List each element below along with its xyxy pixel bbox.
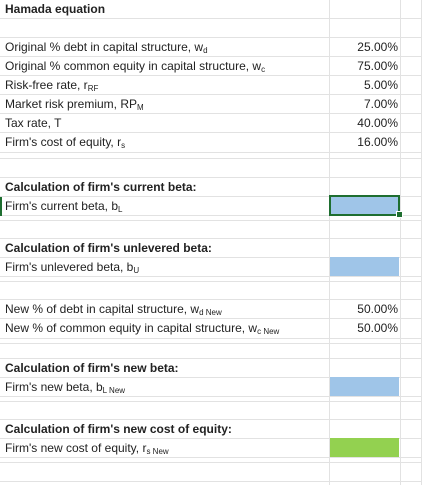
- row-divider: [0, 56, 422, 57]
- row-divider: [0, 132, 422, 133]
- market-risk-premium-value[interactable]: 7.00%: [363, 97, 398, 111]
- row-divider: [0, 401, 422, 402]
- new-cost-label[interactable]: Firm's new cost of equity, rs New: [5, 441, 169, 456]
- new-beta-input-cell[interactable]: [330, 377, 399, 396]
- row-divider: [0, 462, 422, 463]
- debt-weight-label[interactable]: Original % debt in capital structure, wd: [5, 40, 208, 55]
- row-divider: [0, 75, 422, 76]
- row-divider: [0, 318, 422, 319]
- row-divider: [0, 37, 422, 38]
- row-divider: [0, 396, 422, 397]
- row-divider: [0, 481, 422, 482]
- row-divider: [0, 377, 422, 378]
- current-beta-heading[interactable]: Calculation of firm's current beta:: [5, 180, 197, 194]
- tax-rate-label[interactable]: Tax rate, T: [5, 116, 62, 130]
- row-divider: [0, 152, 422, 153]
- equity-weight-label[interactable]: Original % common equity in capital stru…: [5, 59, 266, 74]
- current-beta-input-cell[interactable]: [329, 195, 400, 216]
- fill-handle[interactable]: [396, 211, 403, 218]
- row-divider: [0, 276, 422, 277]
- new-beta-label[interactable]: Firm's new beta, bL New: [5, 380, 126, 395]
- new-debt-weight-value[interactable]: 50.00%: [357, 302, 398, 316]
- new-cost-input-cell[interactable]: [330, 438, 399, 457]
- unlevered-beta-heading[interactable]: Calculation of firm's unlevered beta:: [5, 241, 212, 255]
- row-divider: [0, 257, 422, 258]
- row-divider: [0, 358, 422, 359]
- cost-of-equity-label[interactable]: Firm's cost of equity, rs: [5, 135, 126, 150]
- new-debt-weight-label[interactable]: New % of debt in capital structure, wd N…: [5, 302, 222, 317]
- cost-of-equity-value[interactable]: 16.00%: [357, 135, 398, 149]
- row-divider: [0, 419, 422, 420]
- unlevered-beta-input-cell[interactable]: [330, 257, 399, 276]
- market-risk-premium-label[interactable]: Market risk premium, RPM: [5, 97, 144, 112]
- row-divider: [0, 343, 422, 344]
- row-divider: [0, 299, 422, 300]
- row-marker: [0, 197, 2, 216]
- row-divider: [0, 457, 422, 458]
- risk-free-rate-value[interactable]: 5.00%: [363, 78, 398, 92]
- column-divider: [329, 0, 330, 485]
- row-divider: [0, 438, 422, 439]
- sheet-title[interactable]: Hamada equation: [5, 2, 106, 16]
- row-divider: [0, 94, 422, 95]
- row-divider: [0, 281, 422, 282]
- equity-weight-value[interactable]: 75.00%: [357, 59, 398, 73]
- row-divider: [0, 18, 422, 19]
- row-divider: [0, 215, 422, 216]
- tax-rate-value[interactable]: 40.00%: [357, 116, 398, 130]
- row-divider: [0, 196, 422, 197]
- new-beta-heading[interactable]: Calculation of firm's new beta:: [5, 361, 179, 375]
- row-divider: [0, 158, 422, 159]
- current-beta-label[interactable]: Firm's current beta, bL: [5, 199, 123, 214]
- row-divider: [0, 113, 422, 114]
- row-divider: [0, 338, 422, 339]
- new-cost-heading[interactable]: Calculation of firm's new cost of equity…: [5, 422, 232, 436]
- new-equity-weight-value[interactable]: 50.00%: [357, 321, 398, 335]
- unlevered-beta-label[interactable]: Firm's unlevered beta, bU: [5, 260, 140, 275]
- row-divider: [0, 238, 422, 239]
- new-equity-weight-label[interactable]: New % of common equity in capital struct…: [5, 321, 280, 336]
- debt-weight-value[interactable]: 25.00%: [357, 40, 398, 54]
- risk-free-rate-label[interactable]: Risk-free rate, rRF: [5, 78, 99, 93]
- column-divider: [400, 0, 401, 485]
- row-divider: [0, 177, 422, 178]
- row-divider: [0, 220, 422, 221]
